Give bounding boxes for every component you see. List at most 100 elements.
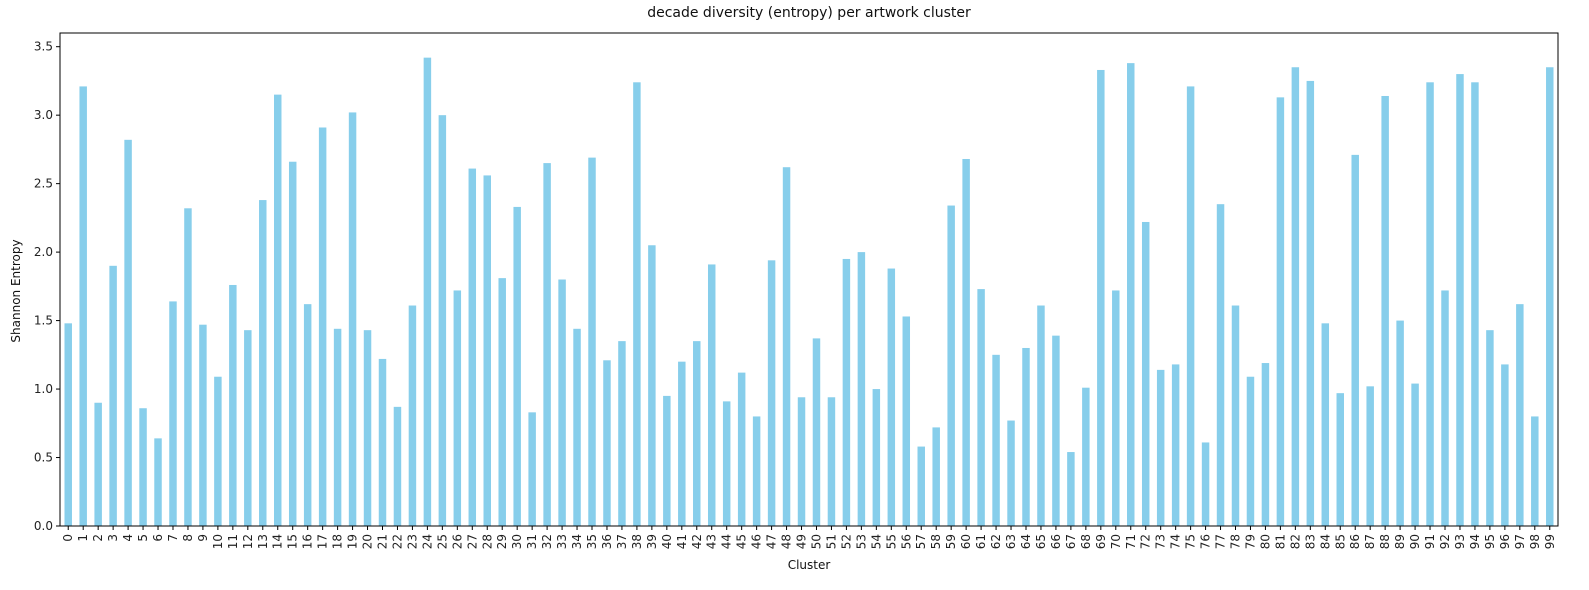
bar-cluster-55 xyxy=(887,268,896,526)
x-tick-label: 9 xyxy=(196,534,210,542)
x-tick-label: 33 xyxy=(555,534,569,549)
x-tick-label: 74 xyxy=(1169,534,1183,549)
bar-cluster-46 xyxy=(752,416,761,526)
x-tick-label: 17 xyxy=(316,534,330,549)
bar-cluster-79 xyxy=(1246,376,1255,526)
bar-cluster-73 xyxy=(1156,369,1165,526)
x-tick-label: 30 xyxy=(510,534,524,549)
x-tick-label: 25 xyxy=(435,534,449,549)
x-tick-label: 27 xyxy=(465,534,479,549)
bar-cluster-63 xyxy=(1007,420,1015,526)
bar-cluster-1 xyxy=(79,86,87,526)
bar-cluster-0 xyxy=(64,323,72,526)
bar-cluster-88 xyxy=(1381,95,1389,527)
bar-cluster-20 xyxy=(363,330,372,526)
bar-cluster-50 xyxy=(812,338,821,526)
bar-cluster-2 xyxy=(94,402,102,526)
x-tick-label: 13 xyxy=(256,534,270,549)
bar-cluster-94 xyxy=(1471,82,1479,527)
bar-cluster-34 xyxy=(573,328,581,526)
x-tick-label: 89 xyxy=(1393,534,1407,549)
x-tick-label: 26 xyxy=(450,534,464,549)
bar-cluster-39 xyxy=(648,245,656,526)
x-tick-label: 19 xyxy=(346,534,360,549)
bar-cluster-13 xyxy=(259,200,267,526)
x-tick-label: 61 xyxy=(974,534,988,549)
x-tick-label: 86 xyxy=(1348,534,1362,549)
x-tick-label: 50 xyxy=(809,534,823,549)
x-tick-label: 62 xyxy=(989,534,1003,549)
bar-cluster-14 xyxy=(274,94,282,527)
y-tick-label: 2.0 xyxy=(34,245,53,259)
bar-cluster-40 xyxy=(663,395,671,526)
x-tick-label: 42 xyxy=(690,534,704,549)
bar-cluster-9 xyxy=(199,324,207,526)
x-tick-label: 55 xyxy=(884,534,898,549)
x-tick-label: 38 xyxy=(630,534,644,549)
bar-cluster-83 xyxy=(1306,80,1315,527)
bar-cluster-11 xyxy=(229,284,237,526)
x-tick-label: 1 xyxy=(76,534,90,542)
x-tick-label: 80 xyxy=(1258,534,1272,549)
x-tick-label: 32 xyxy=(540,534,554,549)
bar-cluster-70 xyxy=(1112,290,1120,526)
x-tick-label: 15 xyxy=(286,534,300,549)
bar-cluster-97 xyxy=(1516,304,1524,526)
x-tick-label: 97 xyxy=(1513,534,1527,549)
x-tick-label: 36 xyxy=(600,534,614,549)
x-tick-label: 58 xyxy=(929,534,943,549)
x-tick-label: 63 xyxy=(1004,534,1018,549)
bar-cluster-72 xyxy=(1141,221,1150,527)
bar-cluster-78 xyxy=(1231,305,1240,526)
x-tick-label: 18 xyxy=(331,534,345,549)
bar-cluster-68 xyxy=(1082,387,1090,526)
x-tick-label: 88 xyxy=(1378,534,1392,549)
bar-cluster-15 xyxy=(288,161,297,527)
bar-cluster-28 xyxy=(483,175,491,527)
x-tick-label: 77 xyxy=(1214,534,1228,549)
x-tick-label: 59 xyxy=(944,534,958,549)
bar-cluster-18 xyxy=(333,328,342,526)
bar-cluster-43 xyxy=(707,264,716,526)
bar-cluster-66 xyxy=(1052,335,1060,526)
bar-cluster-21 xyxy=(378,358,387,526)
x-tick-label: 5 xyxy=(136,534,150,542)
x-tick-label: 31 xyxy=(525,534,539,549)
bar-cluster-74 xyxy=(1171,364,1180,526)
x-tick-label: 90 xyxy=(1408,534,1422,549)
bar-cluster-42 xyxy=(693,341,701,527)
x-tick-label: 68 xyxy=(1079,534,1093,549)
y-axis-label: Shannon Entropy xyxy=(9,239,23,342)
y-tick-label: 2.5 xyxy=(34,177,53,191)
x-tick-label: 20 xyxy=(361,534,375,549)
bar-cluster-81 xyxy=(1276,97,1285,527)
bar-cluster-90 xyxy=(1411,383,1419,526)
y-tick-label: 3.5 xyxy=(34,40,53,54)
bar-cluster-23 xyxy=(408,305,417,526)
x-tick-label: 93 xyxy=(1453,534,1467,549)
bar-cluster-71 xyxy=(1127,63,1135,526)
x-tick-label: 12 xyxy=(241,534,255,549)
x-tick-label: 39 xyxy=(645,534,659,549)
bar-cluster-76 xyxy=(1201,442,1210,526)
y-tick-label: 1.0 xyxy=(34,382,53,396)
bar-cluster-36 xyxy=(603,360,611,526)
x-tick-label: 75 xyxy=(1184,534,1198,549)
x-tick-label: 41 xyxy=(675,534,689,549)
x-tick-label: 35 xyxy=(585,534,599,549)
x-tick-label: 11 xyxy=(226,534,240,549)
x-tick-label: 6 xyxy=(151,534,165,542)
x-tick-label: 40 xyxy=(660,534,674,549)
bar-cluster-67 xyxy=(1067,452,1075,526)
x-tick-label: 2 xyxy=(91,534,105,542)
x-tick-label: 87 xyxy=(1363,534,1377,549)
bar-cluster-77 xyxy=(1216,204,1225,526)
x-tick-label: 69 xyxy=(1094,534,1108,549)
x-axis-label: Cluster xyxy=(788,558,831,572)
x-tick-label: 24 xyxy=(420,534,434,549)
x-tick-label: 92 xyxy=(1438,534,1452,549)
bar-cluster-82 xyxy=(1291,67,1300,527)
x-tick-label: 71 xyxy=(1124,534,1138,549)
bar-cluster-6 xyxy=(154,438,162,526)
